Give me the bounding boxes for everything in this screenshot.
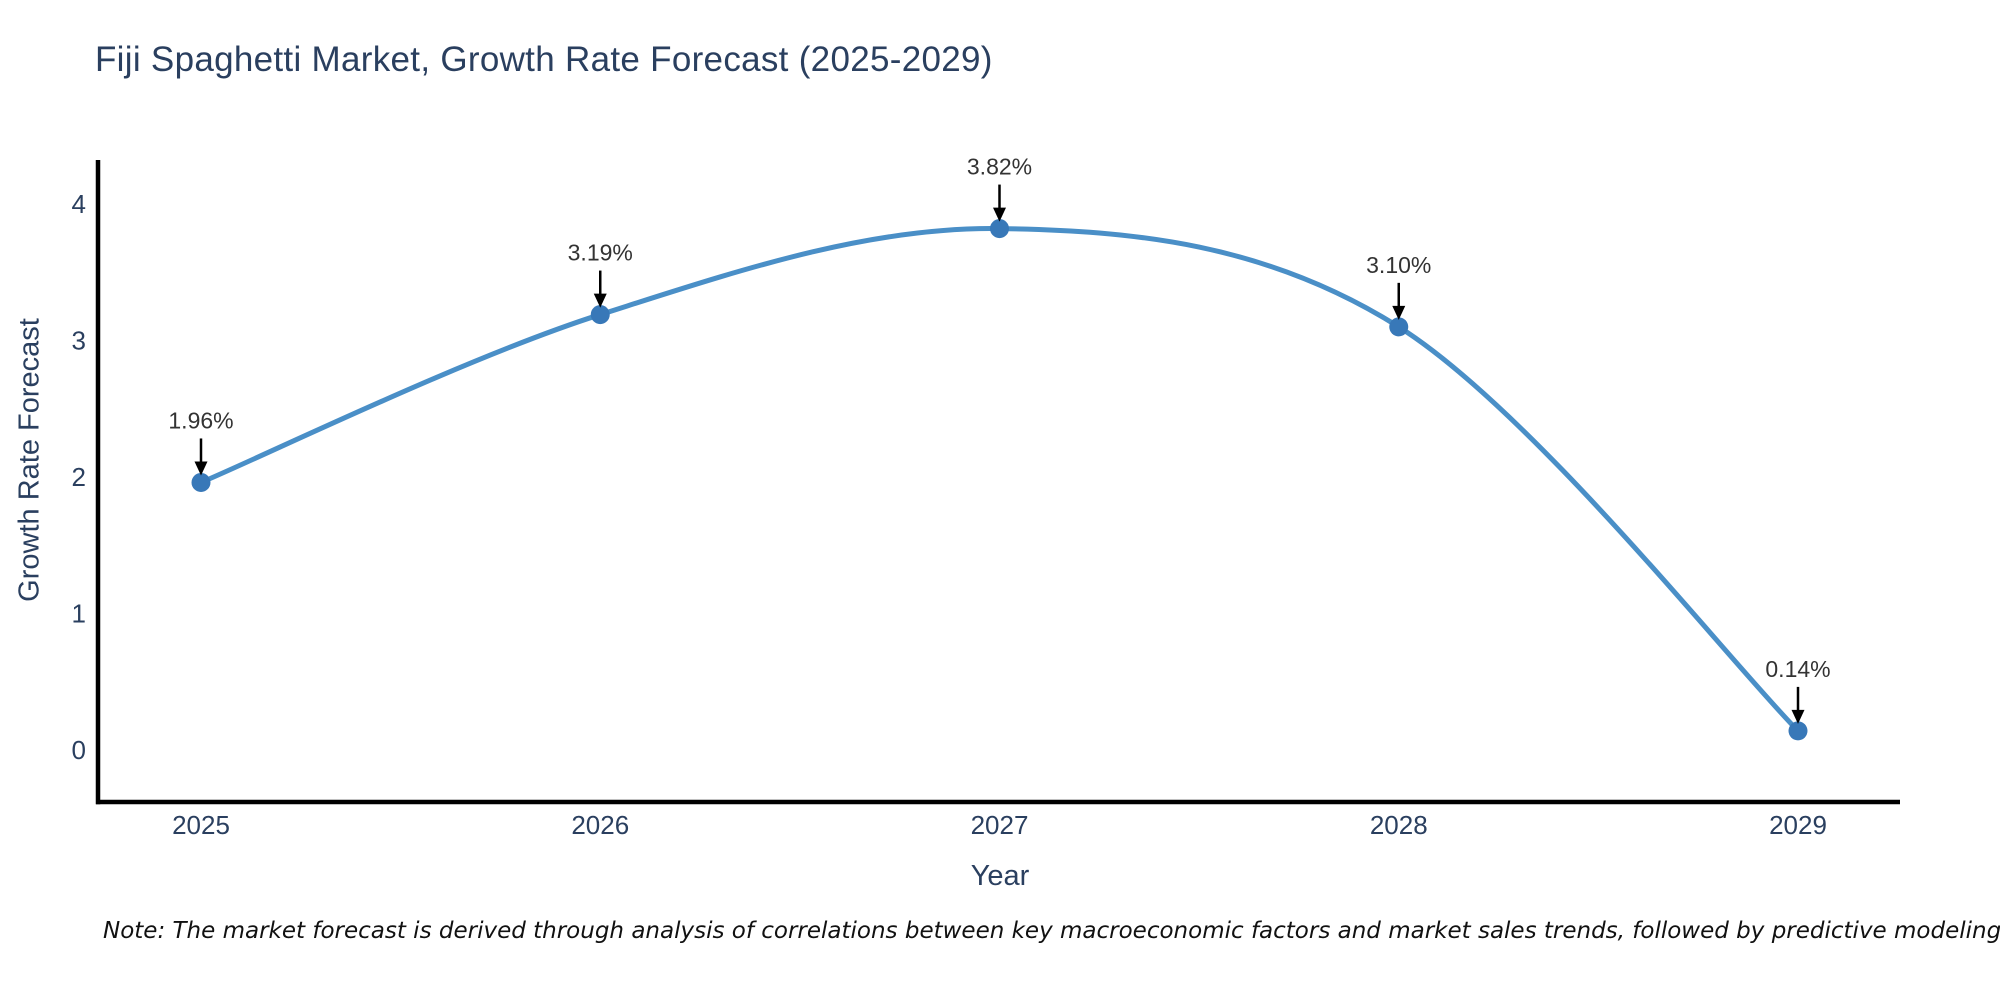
x-tick-label: 2027 — [971, 810, 1029, 840]
series-group — [191, 219, 1808, 741]
annotation-label: 3.10% — [1366, 252, 1431, 278]
footnote: Note: The market forecast is derived thr… — [103, 918, 2000, 944]
x-tick-label: 2026 — [571, 810, 629, 840]
annotation-label: 1.96% — [168, 407, 233, 433]
x-tick-label: 2025 — [172, 810, 230, 840]
x-tick-label: 2029 — [1769, 810, 1827, 840]
data-point-marker — [1788, 721, 1808, 741]
forecast-line — [198, 226, 1801, 734]
tick-labels-group: 0 1 2 3 4 2025 2026 2027 2028 2029 — [72, 189, 1827, 840]
annotation-arrowhead-icon — [993, 207, 1006, 222]
annotations-group: 1.96% 3.19% 3.82% 3.10% 0.14% — [168, 154, 1831, 724]
chart-title: Fiji Spaghetti Market, Growth Rate Forec… — [95, 40, 993, 79]
y-tick-label: 2 — [72, 462, 86, 492]
data-point-marker — [1389, 317, 1409, 337]
annotation-label: 3.82% — [967, 154, 1032, 180]
data-point-marker — [990, 219, 1009, 239]
y-tick-label: 1 — [72, 599, 86, 629]
annotation-arrowhead-icon — [194, 461, 208, 476]
y-tick-label: 3 — [72, 326, 86, 356]
annotation-label: 0.14% — [1765, 656, 1830, 682]
annotation-arrowhead-icon — [1791, 709, 1805, 724]
y-tick-label: 0 — [72, 735, 86, 765]
annotation-arrowhead-icon — [593, 293, 607, 308]
data-point-marker — [590, 305, 610, 325]
x-axis-title: Year — [970, 860, 1030, 892]
y-axis-title: Growth Rate Forecast — [13, 318, 46, 602]
annotation-label: 3.19% — [568, 240, 633, 266]
annotation-arrowhead-icon — [1392, 305, 1406, 320]
axes-group — [95, 160, 1900, 805]
data-point-marker — [191, 472, 211, 492]
y-tick-label: 4 — [72, 189, 86, 219]
x-tick-label: 2028 — [1370, 810, 1428, 840]
